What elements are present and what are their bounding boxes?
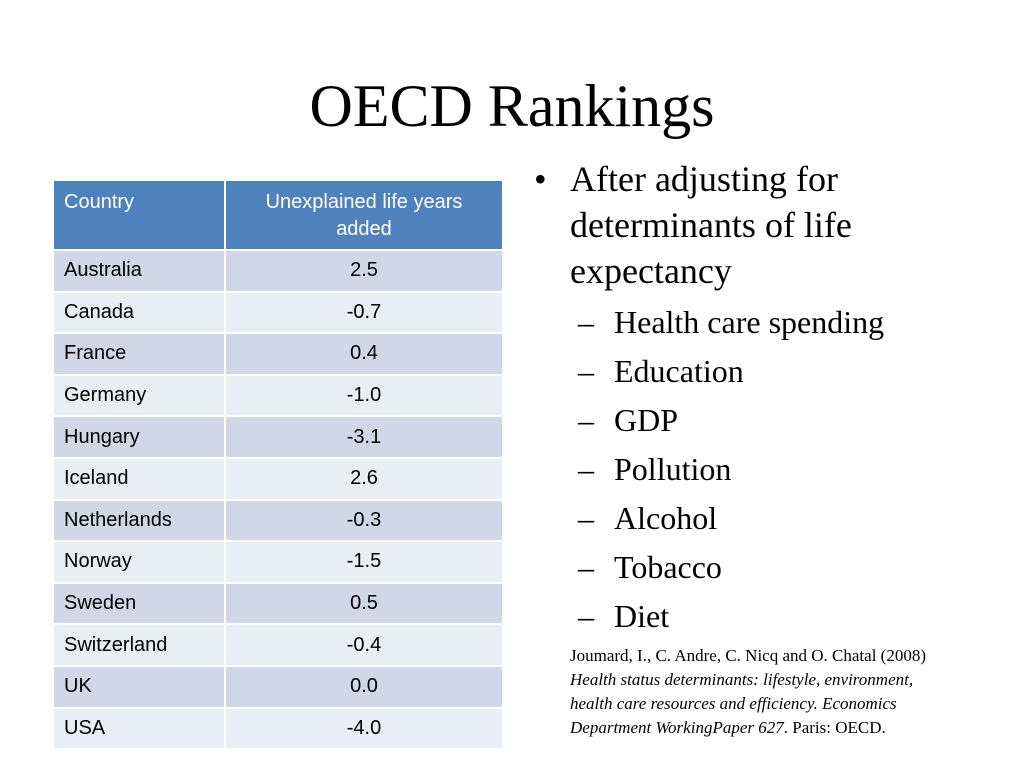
sub-bullet-text: Education xyxy=(614,353,744,389)
table-row: France 0.4 xyxy=(52,332,504,376)
sub-bullet: – GDP xyxy=(520,396,1000,445)
reference-authors: Joumard, I., C. Andre, C. Nicq and O. Ch… xyxy=(570,646,926,665)
bullet-list: • After adjusting for determinants of li… xyxy=(520,156,1000,641)
sub-bullet: – Pollution xyxy=(520,445,1000,494)
table-row: Sweden 0.5 xyxy=(52,581,504,626)
country-cell: France xyxy=(52,332,226,376)
value-cell: 0.0 xyxy=(224,664,504,709)
country-cell: Canada xyxy=(52,290,226,335)
value-cell: 0.4 xyxy=(224,332,504,376)
sub-bullet-text: Health care spending xyxy=(614,304,885,340)
sub-bullet-text: GDP xyxy=(614,402,679,438)
value-cell: -0.4 xyxy=(224,623,504,667)
sub-bullet: – Tobacco xyxy=(520,543,1000,592)
country-cell: Germany xyxy=(52,373,226,418)
country-cell: Norway xyxy=(52,540,226,584)
dash-icon: – xyxy=(578,598,594,634)
table-row: Netherlands -0.3 xyxy=(52,498,504,543)
country-cell: USA xyxy=(52,706,226,751)
value-cell: -0.7 xyxy=(224,290,504,335)
country-cell: Switzerland xyxy=(52,623,226,667)
value-cell: 2.6 xyxy=(224,456,504,501)
dash-icon: – xyxy=(578,549,594,585)
table-header-row: Country Unexplained life years added xyxy=(52,179,504,251)
header-country: Country xyxy=(52,179,226,251)
dash-icon: – xyxy=(578,451,594,487)
sub-bullet-list: – Health care spending – Education – GDP – P… xyxy=(520,298,1000,641)
reference-publisher: . Paris: OECD. xyxy=(783,718,886,737)
table-row: Switzerland -0.4 xyxy=(52,623,504,667)
sub-bullet: – Health care spending xyxy=(520,298,1000,347)
country-cell: Sweden xyxy=(52,581,226,626)
country-cell: Iceland xyxy=(52,456,226,501)
slide-title: OECD Rankings xyxy=(309,73,715,139)
dash-icon: – xyxy=(578,500,594,536)
dash-icon: – xyxy=(578,353,594,389)
country-cell: Netherlands xyxy=(52,498,226,543)
table-row: Iceland 2.6 xyxy=(52,456,504,501)
value-cell: 2.5 xyxy=(224,249,504,293)
sub-bullet: – Education xyxy=(520,347,1000,396)
value-cell: 0.5 xyxy=(224,581,504,626)
bullet-dot-icon: • xyxy=(534,159,547,199)
table-row: Canada -0.7 xyxy=(52,290,504,335)
value-cell: -4.0 xyxy=(224,706,504,751)
table-row: Australia 2.5 xyxy=(52,249,504,293)
sub-bullet-text: Alcohol xyxy=(614,500,718,536)
rankings-table: Country Unexplained life years added Aus… xyxy=(52,179,504,751)
sub-bullet-text: Diet xyxy=(614,598,670,634)
main-bullet-text: After adjusting for determinants of life… xyxy=(570,159,852,291)
value-cell: -3.1 xyxy=(224,415,504,459)
value-cell: -1.0 xyxy=(224,373,504,418)
sub-bullet: – Diet xyxy=(520,592,1000,641)
reference-title: Health status determinants: lifestyle, e… xyxy=(570,670,914,737)
main-bullet: • After adjusting for determinants of li… xyxy=(520,156,1000,294)
sub-bullet: – Alcohol xyxy=(520,494,1000,543)
table-row: UK 0.0 xyxy=(52,664,504,709)
table-row: Norway -1.5 xyxy=(52,540,504,584)
dash-icon: – xyxy=(578,402,594,438)
country-cell: Hungary xyxy=(52,415,226,459)
value-cell: -0.3 xyxy=(224,498,504,543)
table-row: Germany -1.0 xyxy=(52,373,504,418)
header-life-years: Unexplained life years added xyxy=(224,179,504,251)
table-row: Hungary -3.1 xyxy=(52,415,504,459)
country-cell: Australia xyxy=(52,249,226,293)
sub-bullet-text: Tobacco xyxy=(614,549,722,585)
reference-citation: Joumard, I., C. Andre, C. Nicq and O. Ch… xyxy=(570,644,950,740)
table-row: USA -4.0 xyxy=(52,706,504,751)
country-cell: UK xyxy=(52,664,226,709)
sub-bullet-text: Pollution xyxy=(614,451,732,487)
value-cell: -1.5 xyxy=(224,540,504,584)
dash-icon: – xyxy=(578,304,594,340)
